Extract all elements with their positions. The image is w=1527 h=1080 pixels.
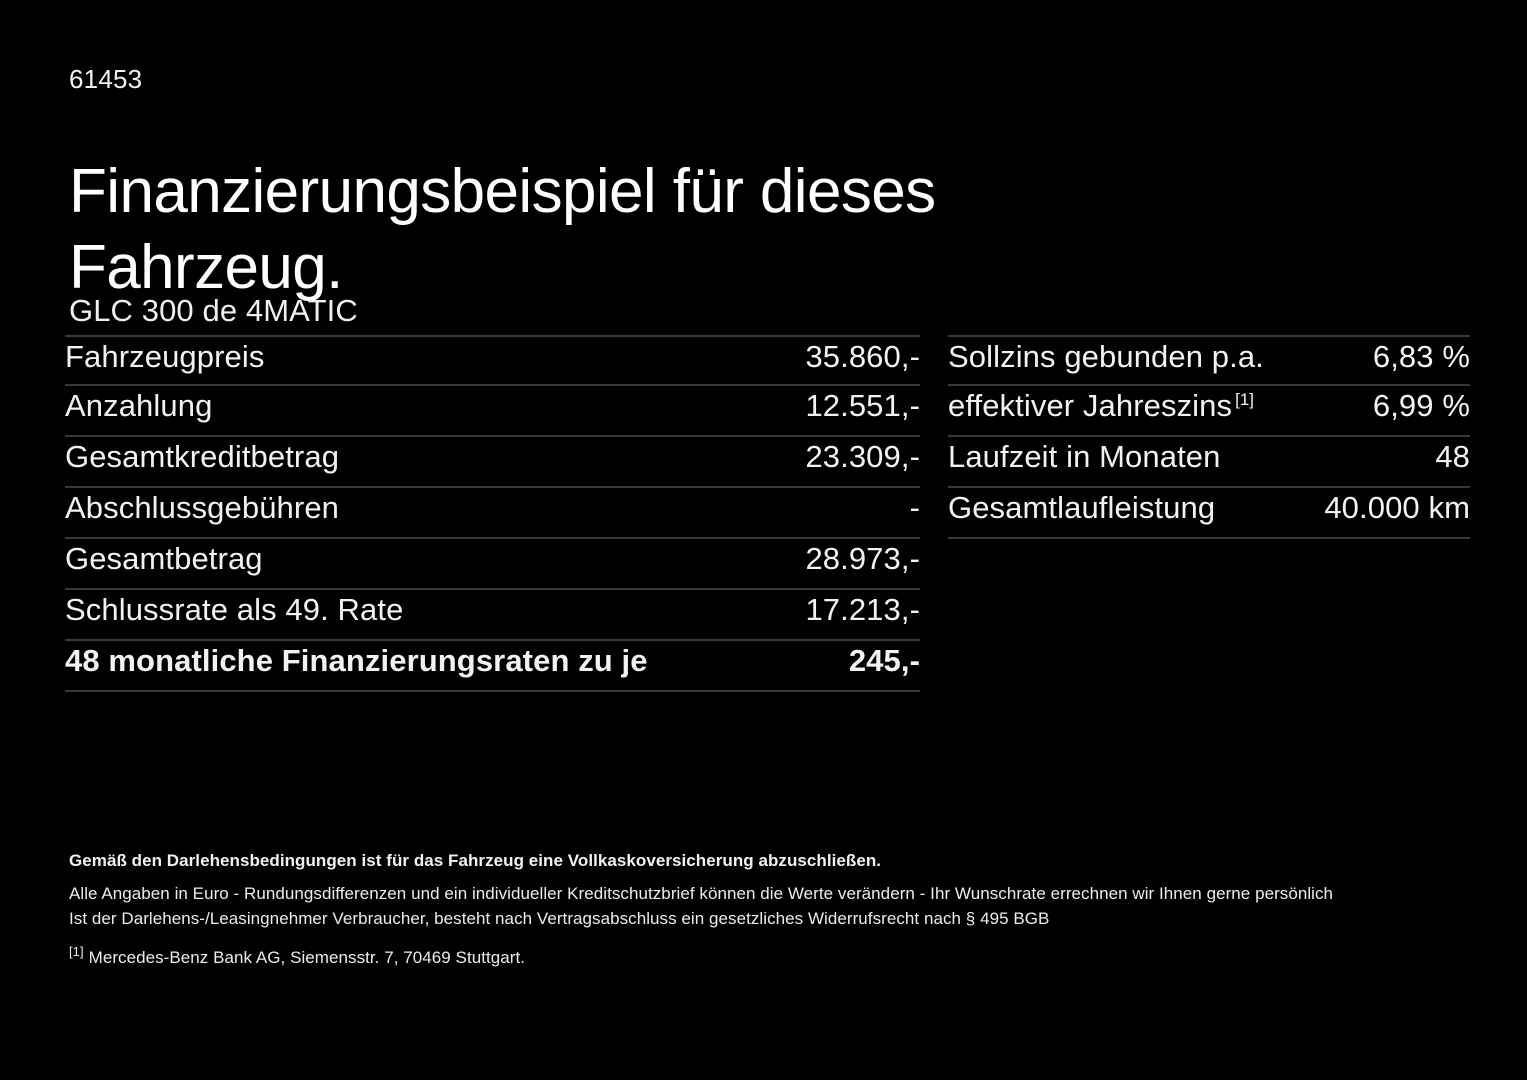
row-label: Abschlussgebühren bbox=[65, 490, 339, 525]
footnote-source-marker: [1] bbox=[69, 944, 84, 960]
row-label: Gesamtbetrag bbox=[65, 541, 263, 576]
row-value: - bbox=[909, 490, 920, 525]
footnote-marker: [1] bbox=[1235, 389, 1255, 409]
row-value: 245,- bbox=[848, 643, 920, 678]
table-row: Anzahlung 12.551,- bbox=[65, 386, 920, 437]
footnotes-block: Gemäß den Darlehensbedingungen ist für d… bbox=[69, 848, 1469, 970]
footnote-source: [1] Mercedes-Benz Bank AG, Siemensstr. 7,… bbox=[69, 945, 1469, 970]
row-label-text: Gesamtlaufleistung bbox=[948, 490, 1216, 525]
footnote-line-2: Ist der Darlehens-/Leasingnehmer Verbrau… bbox=[69, 909, 1050, 928]
row-label-text: effektiver Jahreszins bbox=[948, 388, 1233, 423]
row-value: 40.000 km bbox=[1324, 490, 1470, 525]
footnote-source-text: Mercedes-Benz Bank AG, Siemensstr. 7, 70… bbox=[88, 948, 526, 967]
footnote-marker bbox=[1220, 441, 1223, 460]
row-value: 6,83 % bbox=[1372, 339, 1470, 374]
table-row: Gesamtlaufleistung 40.000 km bbox=[948, 488, 1470, 539]
table-row-monthly-installment: 48 monatliche Finanzierungsraten zu je 2… bbox=[65, 641, 920, 692]
table-row: Sollzins gebunden p.a. 6,83 % bbox=[948, 335, 1470, 386]
row-value: 6,99 % bbox=[1372, 388, 1470, 423]
table-row: Schlussrate als 49. Rate 17.213,- bbox=[65, 590, 920, 641]
row-label: Gesamtlaufleistung bbox=[948, 488, 1218, 528]
row-label: 48 monatliche Finanzierungsraten zu je bbox=[65, 643, 648, 678]
row-value: 12.551,- bbox=[805, 388, 920, 423]
row-label: Laufzeit in Monaten bbox=[948, 437, 1223, 477]
table-row: effektiver Jahreszins [1] 6,99 % bbox=[948, 386, 1470, 437]
table-row: Fahrzeugpreis 35.860,- bbox=[65, 335, 920, 386]
table-row: Laufzeit in Monaten 48 bbox=[948, 437, 1470, 488]
row-label-text: Sollzins gebunden p.a. bbox=[948, 339, 1264, 374]
row-label: Sollzins gebunden p.a. bbox=[948, 337, 1267, 377]
table-row: Abschlussgebühren - bbox=[65, 488, 920, 539]
row-label: effektiver Jahreszins [1] bbox=[948, 386, 1254, 426]
vehicle-model-name: GLC 300 de 4MATIC bbox=[69, 293, 358, 328]
row-label: Schlussrate als 49. Rate bbox=[65, 592, 404, 627]
footnote-marker bbox=[1264, 341, 1267, 360]
row-label: Gesamtkreditbetrag bbox=[65, 439, 340, 474]
footnote-marker bbox=[1215, 492, 1218, 511]
insurance-notice: Gemäß den Darlehensbedingungen ist für d… bbox=[69, 851, 882, 870]
finance-table: Fahrzeugpreis 35.860,- Anzahlung 12.551,… bbox=[65, 335, 920, 692]
row-value: 28.973,- bbox=[805, 541, 920, 576]
table-row: Gesamtbetrag 28.973,- bbox=[65, 539, 920, 590]
row-value: 23.309,- bbox=[805, 439, 920, 474]
row-value: 35.860,- bbox=[805, 339, 920, 374]
row-label: Anzahlung bbox=[65, 388, 213, 423]
terms-table: Sollzins gebunden p.a. 6,83 % effektiver… bbox=[948, 335, 1470, 539]
table-row: Gesamtkreditbetrag 23.309,- bbox=[65, 437, 920, 488]
page-title: Finanzierungsbeispiel für dieses Fahrzeu… bbox=[69, 156, 936, 302]
document-id: 61453 bbox=[69, 64, 143, 94]
row-label: Fahrzeugpreis bbox=[65, 339, 265, 374]
row-value: 17.213,- bbox=[805, 592, 920, 627]
row-value: 48 bbox=[1435, 439, 1470, 474]
footnote-line-1: Alle Angaben in Euro - Rundungsdifferenz… bbox=[69, 884, 1334, 903]
row-label-text: Laufzeit in Monaten bbox=[948, 439, 1221, 474]
